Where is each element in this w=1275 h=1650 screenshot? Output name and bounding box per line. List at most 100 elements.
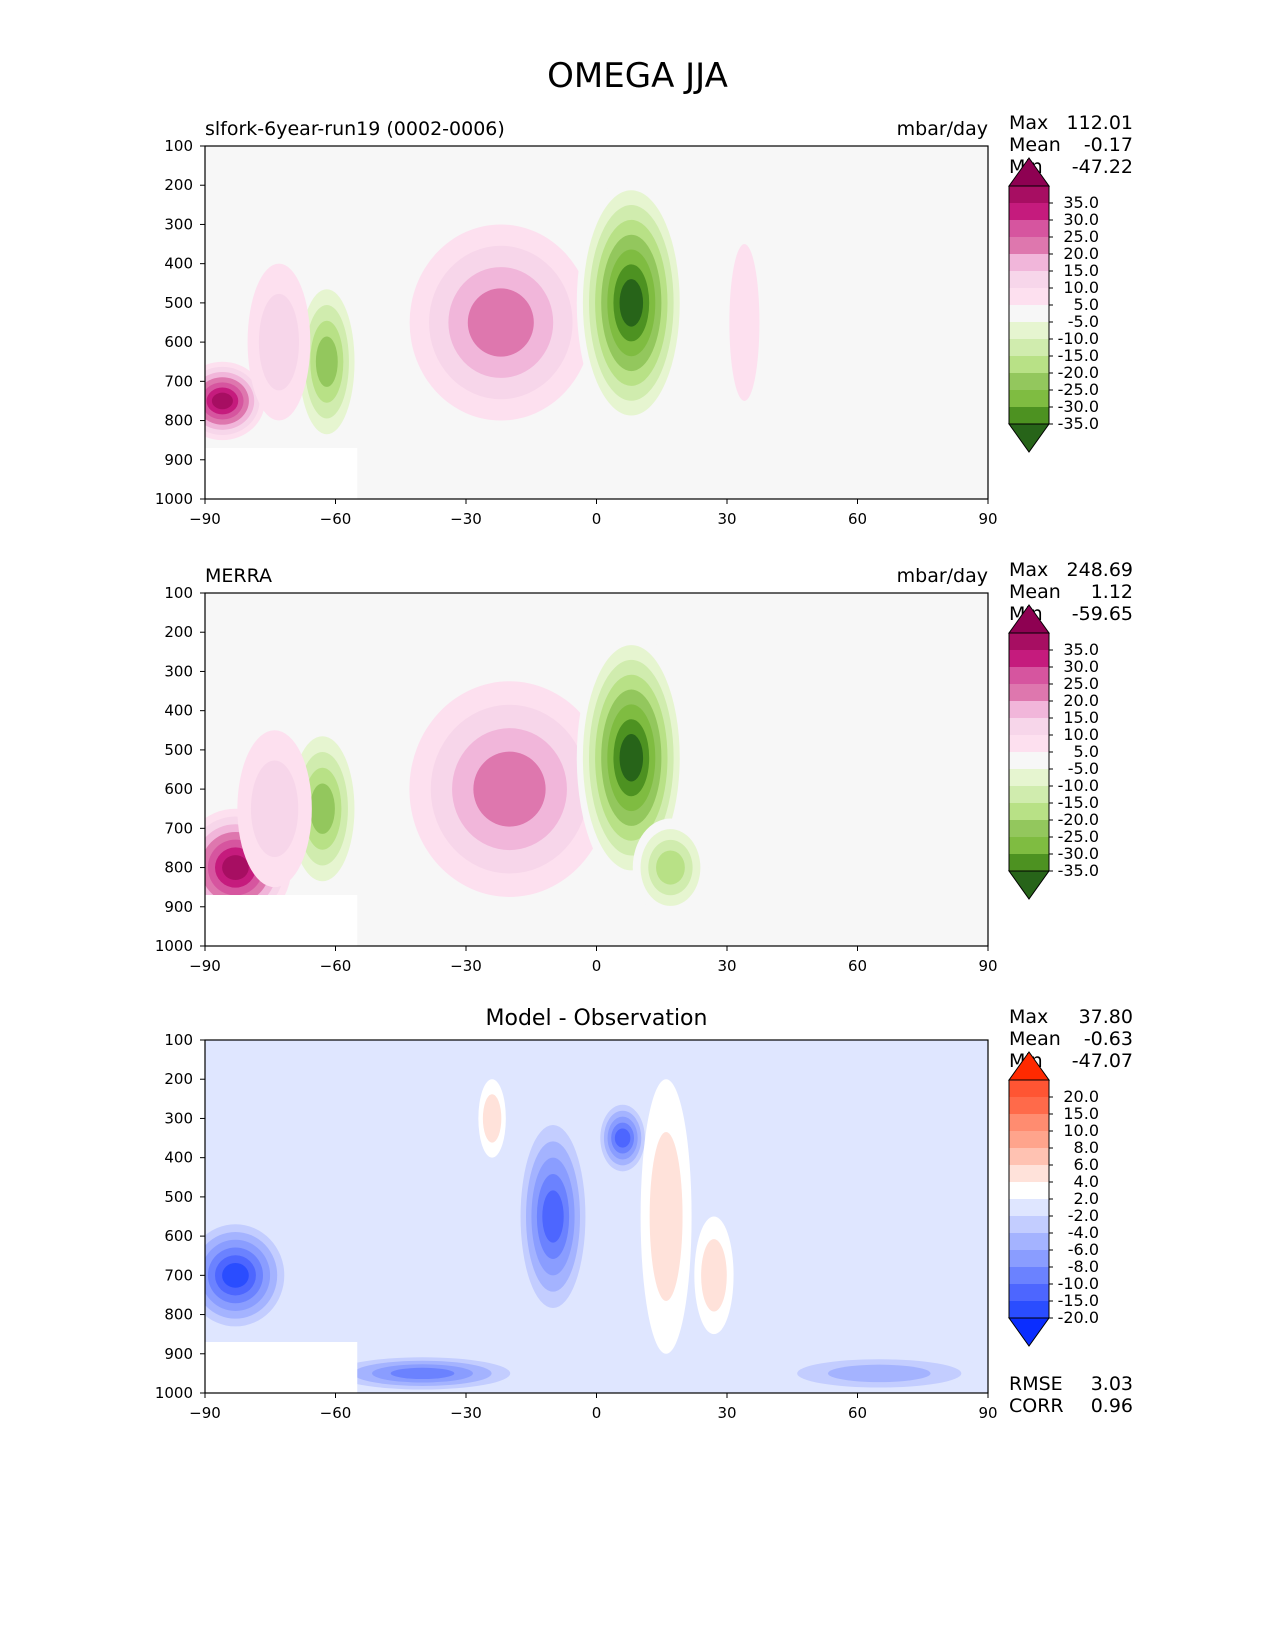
colorbar-swatch <box>1009 1216 1049 1233</box>
y-tick-label: 1000 <box>155 490 193 508</box>
stat-label: Mean <box>1009 1028 1061 1050</box>
contour-negative <box>619 279 644 327</box>
colorbar-label: -30.0 <box>1058 844 1099 863</box>
colorbar-swatch <box>1009 854 1049 871</box>
contour-positive <box>701 1239 727 1312</box>
colorbar-label: 15.0 <box>1063 261 1099 280</box>
colorbar-swatch <box>1009 752 1049 769</box>
colorbar-label: -4.0 <box>1068 1223 1099 1242</box>
x-tick-label: 0 <box>592 1404 602 1422</box>
colorbar-label: -5.0 <box>1068 759 1099 778</box>
contour-positive <box>211 392 233 410</box>
colorbar-label: -20.0 <box>1058 1308 1099 1327</box>
colorbar-swatch <box>1009 820 1049 837</box>
y-tick-label: 600 <box>164 333 193 351</box>
colorbar-label: -5.0 <box>1068 312 1099 331</box>
y-tick-label: 200 <box>164 176 193 194</box>
stat-value: -0.17 <box>1083 134 1133 156</box>
colorbar-label: -25.0 <box>1058 827 1099 846</box>
stat-value: -47.07 <box>1071 1050 1133 1072</box>
x-tick-label: 90 <box>978 510 997 528</box>
colorbar-swatch <box>1009 390 1049 407</box>
colorbar-label: 10.0 <box>1063 278 1099 297</box>
y-tick-label: 600 <box>164 780 193 798</box>
contour-positive <box>649 1132 683 1301</box>
missing-data-mask <box>205 448 358 499</box>
colorbar-max-extension <box>1008 157 1050 187</box>
colorbar-swatch <box>1009 322 1049 339</box>
missing-data-mask <box>205 1342 358 1393</box>
x-tick-label: 0 <box>592 510 602 528</box>
x-tick-label: 90 <box>978 957 997 975</box>
stat-label: Max <box>1009 559 1049 581</box>
colorbar-label: 10.0 <box>1063 1121 1099 1140</box>
colorbar-swatch <box>1009 186 1049 203</box>
colorbar-swatch <box>1009 701 1049 718</box>
colorbar-label: 10.0 <box>1063 725 1099 744</box>
colorbar-label: 15.0 <box>1063 708 1099 727</box>
colorbar-swatch <box>1009 650 1049 667</box>
stat-label: Mean <box>1009 134 1061 156</box>
x-tick-label: 0 <box>592 957 602 975</box>
contour-negative <box>619 734 644 782</box>
colorbar-label: 5.0 <box>1074 295 1099 314</box>
colorbar-min-extension <box>1008 870 1050 900</box>
x-tick-label: 90 <box>978 1404 997 1422</box>
stat-value: -0.63 <box>1083 1028 1133 1050</box>
colorbar-swatch <box>1009 373 1049 390</box>
stat-value: -47.22 <box>1071 156 1133 178</box>
colorbar-label: -20.0 <box>1058 363 1099 382</box>
colorbar-swatch <box>1009 1182 1049 1199</box>
colorbar-label: -35.0 <box>1058 861 1099 880</box>
panel-1-title: slfork-6year-run19 (0002-0006) <box>205 118 505 140</box>
stat-label: Max <box>1009 112 1049 134</box>
x-tick-label: −30 <box>450 957 482 975</box>
colorbar-swatch <box>1009 837 1049 854</box>
colorbar-swatch <box>1009 254 1049 271</box>
stat-value: 112.01 <box>1066 112 1133 134</box>
colorbar-label: -2.0 <box>1068 1206 1099 1225</box>
y-tick-label: 800 <box>164 1306 193 1324</box>
stat-value: 0.96 <box>1090 1395 1133 1417</box>
colorbar-label: 8.0 <box>1074 1138 1099 1157</box>
colorbar-label: -15.0 <box>1058 1291 1099 1310</box>
colorbar-label: 35.0 <box>1063 640 1099 659</box>
y-tick-label: 700 <box>164 819 193 837</box>
contour-positive <box>473 751 546 827</box>
colorbar-swatch <box>1009 1233 1049 1250</box>
stat-value: 248.69 <box>1066 559 1133 581</box>
colorbar-label: -10.0 <box>1058 1274 1099 1293</box>
figure-title: OMEGA JJA <box>547 56 728 96</box>
y-tick-label: 500 <box>164 1188 193 1206</box>
colorbar-3: 20.015.010.08.06.04.02.0-2.0-4.0-6.0-8.0… <box>1008 1051 1099 1347</box>
stat-value: 3.03 <box>1090 1373 1133 1395</box>
y-tick-label: 400 <box>164 1149 193 1167</box>
colorbar-swatch <box>1009 803 1049 820</box>
colorbar-label: -25.0 <box>1058 380 1099 399</box>
contour-positive <box>467 288 534 357</box>
contour-negative <box>390 1367 455 1379</box>
missing-data-mask <box>205 895 358 946</box>
panel-2-units: mbar/day <box>896 565 988 587</box>
x-tick-label: −30 <box>450 510 482 528</box>
contour-positive <box>250 760 299 857</box>
colorbar-label: -6.0 <box>1068 1240 1099 1259</box>
colorbar-label: 25.0 <box>1063 227 1099 246</box>
y-tick-label: 100 <box>164 1031 193 1049</box>
colorbar-swatch <box>1009 1301 1049 1318</box>
colorbar-swatch <box>1009 1165 1049 1182</box>
colorbar-swatch <box>1009 718 1049 735</box>
y-tick-label: 1000 <box>155 937 193 955</box>
stat-label: Max <box>1009 1006 1049 1028</box>
y-tick-label: 400 <box>164 702 193 720</box>
y-tick-label: 900 <box>164 898 193 916</box>
colorbar-label: 20.0 <box>1063 691 1099 710</box>
colorbar-label: 2.0 <box>1074 1189 1099 1208</box>
panel-3-title: Model - Observation <box>485 1006 708 1031</box>
plot-background <box>205 1040 988 1393</box>
colorbar-max-extension <box>1008 604 1050 634</box>
panel-3-error-stats: RMSE 3.03 CORR 0.96 <box>1009 1373 1133 1417</box>
